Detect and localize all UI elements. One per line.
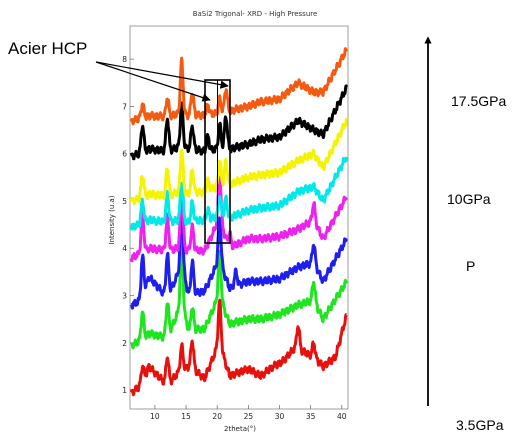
pressure-low-label: 3.5GPa [456, 417, 504, 433]
y-tick-label: 6 [122, 150, 127, 159]
x-tick-label: 15 [181, 412, 191, 421]
chart-title: BaSi2 Trigonal- XRD - High Pressure [193, 10, 318, 18]
x-tick-label: 35 [306, 412, 316, 421]
xrd-series-line [129, 298, 348, 397]
annotation-arrow-2 [95, 61, 229, 89]
pressure-high-label: 17.5GPa [451, 93, 506, 109]
x-tick-label: 40 [337, 412, 347, 421]
y-tick-label: 2 [122, 339, 127, 348]
annotation-arrow-1 [95, 61, 211, 102]
pressure-mid-label: 10GPa [447, 191, 491, 207]
xrd-series-line [129, 84, 348, 161]
x-tick-label: 25 [244, 412, 254, 421]
x-tick-label: 30 [275, 412, 285, 421]
plot-frame [129, 25, 349, 410]
x-tick-label: 20 [212, 412, 222, 421]
xrd-series-line [129, 47, 348, 126]
xrd-series-line [129, 175, 348, 263]
xrd-series-line [130, 204, 348, 310]
xrd-series-line [130, 240, 348, 350]
y-tick-label: 4 [122, 244, 127, 253]
y-axis-label: Intensity (u.a) [108, 195, 116, 244]
y-tick-label: 3 [122, 292, 127, 301]
x-tick-label: 10 [150, 412, 160, 421]
y-tick-label: 5 [122, 197, 127, 206]
series-layer [129, 47, 348, 397]
xrd-series-line [129, 117, 348, 206]
pressure-axis-label: P [466, 258, 475, 274]
y-tick-label: 8 [122, 55, 127, 64]
acier-hcp-label: Acier HCP [8, 39, 87, 58]
y-tick-label: 7 [122, 102, 127, 111]
x-axis-ticks: 10 15 20 25 30 35 40 [150, 405, 347, 421]
xrd-series-line [129, 156, 348, 231]
y-tick-label: 1 [122, 386, 127, 395]
x-axis-label: 2theta(°) [224, 425, 256, 433]
